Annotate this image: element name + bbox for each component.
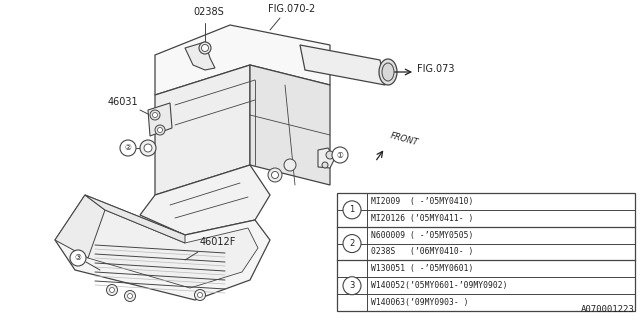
Polygon shape xyxy=(55,195,105,258)
Text: FRONT: FRONT xyxy=(389,131,419,147)
Circle shape xyxy=(106,284,118,295)
Ellipse shape xyxy=(379,59,397,85)
Text: W140052(’05MY0601-’09MY0902): W140052(’05MY0601-’09MY0902) xyxy=(371,281,508,290)
Circle shape xyxy=(343,235,361,252)
Circle shape xyxy=(326,151,334,159)
Circle shape xyxy=(268,168,282,182)
Circle shape xyxy=(198,292,202,298)
Circle shape xyxy=(157,127,163,132)
Text: MI20126 (’05MY0411- ): MI20126 (’05MY0411- ) xyxy=(371,214,474,223)
Ellipse shape xyxy=(382,63,394,81)
Circle shape xyxy=(284,159,296,171)
Polygon shape xyxy=(155,25,330,95)
Polygon shape xyxy=(85,195,185,243)
Circle shape xyxy=(70,250,86,266)
Bar xyxy=(337,193,635,311)
Circle shape xyxy=(195,290,205,300)
Polygon shape xyxy=(55,195,270,300)
Polygon shape xyxy=(185,42,215,70)
Text: MI2009  ( -’05MY0410): MI2009 ( -’05MY0410) xyxy=(371,197,474,206)
Text: ③: ③ xyxy=(75,253,81,262)
Text: ②: ② xyxy=(125,143,131,153)
Polygon shape xyxy=(318,148,335,168)
Text: 1: 1 xyxy=(349,205,355,214)
Polygon shape xyxy=(148,103,172,136)
Polygon shape xyxy=(140,165,270,235)
Text: W130051 ( -’05MY0601): W130051 ( -’05MY0601) xyxy=(371,264,474,273)
Text: W140063(’09MY0903- ): W140063(’09MY0903- ) xyxy=(371,298,468,307)
Circle shape xyxy=(271,172,278,179)
Text: 0238S: 0238S xyxy=(193,7,224,17)
Polygon shape xyxy=(250,65,330,185)
Circle shape xyxy=(140,140,156,156)
Text: 3: 3 xyxy=(349,281,355,290)
Circle shape xyxy=(152,113,157,117)
Polygon shape xyxy=(72,210,258,288)
Text: FIG.073: FIG.073 xyxy=(417,64,454,74)
Circle shape xyxy=(343,277,361,295)
Polygon shape xyxy=(155,65,250,195)
Circle shape xyxy=(109,287,115,292)
Text: 46012F: 46012F xyxy=(200,237,236,247)
Text: N600009 ( -’05MY0505): N600009 ( -’05MY0505) xyxy=(371,231,474,240)
Circle shape xyxy=(127,293,132,299)
Circle shape xyxy=(343,201,361,219)
Text: 0238S   (’06MY0410- ): 0238S (’06MY0410- ) xyxy=(371,247,474,257)
Text: A070001223: A070001223 xyxy=(581,305,635,314)
Circle shape xyxy=(322,162,328,168)
Circle shape xyxy=(150,110,160,120)
Text: 2: 2 xyxy=(349,239,355,248)
Circle shape xyxy=(332,147,348,163)
Circle shape xyxy=(120,140,136,156)
Text: ①: ① xyxy=(337,150,344,159)
Text: 46031: 46031 xyxy=(108,97,139,107)
Circle shape xyxy=(155,125,165,135)
Circle shape xyxy=(144,144,152,152)
Circle shape xyxy=(125,291,136,301)
Circle shape xyxy=(202,44,209,52)
Polygon shape xyxy=(300,45,385,85)
Circle shape xyxy=(199,42,211,54)
Text: FIG.070-2: FIG.070-2 xyxy=(268,4,316,14)
